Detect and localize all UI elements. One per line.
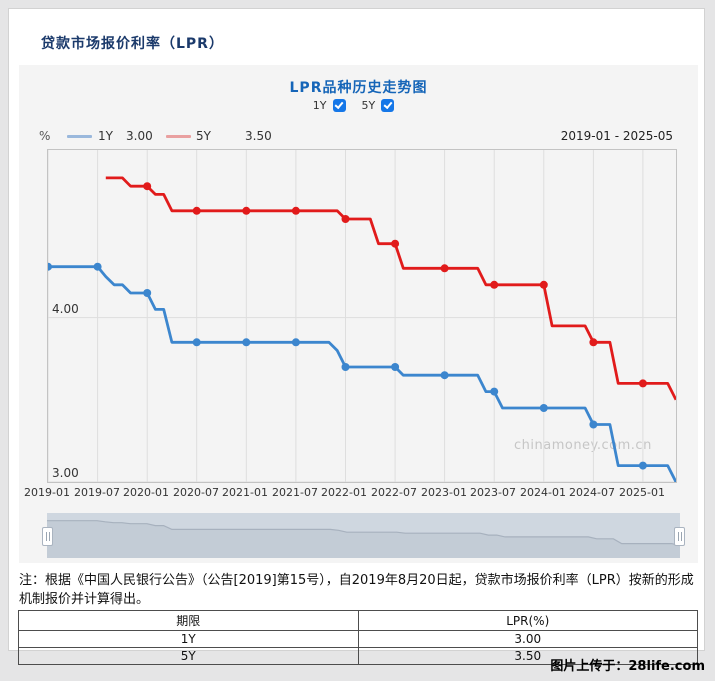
x-tick-label: 2021-07: [272, 486, 318, 499]
navigator-left-handle[interactable]: [42, 526, 53, 546]
x-tick-label: 2022-01: [321, 486, 367, 499]
legend-swatch-1y: [67, 135, 92, 138]
line-chart: [48, 150, 676, 482]
x-axis-tick-labels: 2019-01 2019-07 2020-01 2020-07 2021-01 2021-…: [19, 486, 698, 500]
legend-label-1y[interactable]: 1Y: [98, 129, 113, 143]
upload-credit: 图片上传于：28life.com: [550, 659, 705, 674]
grip-icon: [45, 531, 50, 541]
table-cell: 3.00: [357, 630, 698, 648]
table-row: 1Y 3.00: [18, 630, 698, 648]
chart-title: LPR品种历史走势图: [289, 80, 428, 96]
checkbox-1y[interactable]: [332, 99, 346, 112]
footnote: 注：根据《中国人民银行公告》（公告[2019]第15号），自2019年8月20日…: [19, 573, 694, 607]
checkbox-label-1y: 1Y: [312, 99, 327, 112]
chart-panel: LPR品种历史走势图 1Y 5Y % 1Y 3.00 5Y 3.50 2019-…: [19, 65, 698, 563]
table-cell: 3.50: [357, 647, 698, 665]
date-range-label: 2019-01 - 2025-05: [560, 129, 673, 143]
x-tick-label: 2023-07: [470, 486, 516, 499]
x-tick-label: 2024-07: [569, 486, 615, 499]
table-header-cell: LPR(%): [357, 610, 698, 631]
check-icon: [383, 99, 393, 109]
grip-icon: [677, 531, 682, 541]
lpr-table: 期限 LPR(%) 1Y 3.00 5Y 3.50: [18, 610, 698, 665]
table-header-row: 期限 LPR(%): [18, 610, 698, 631]
series-toggle-row: 1Y 5Y: [19, 98, 698, 113]
table-row: 5Y 3.50: [18, 647, 698, 665]
table-cell: 1Y: [18, 630, 359, 648]
y-tick-label: 3.00: [52, 466, 79, 480]
content-card: 贷款市场报价利率（LPR） LPR品种历史走势图 1Y 5Y % 1Y 3.00…: [8, 8, 705, 665]
legend-swatch-5y: [166, 135, 191, 138]
x-tick-label: 2025-01: [619, 486, 665, 499]
navigator-preview-area: [47, 520, 680, 558]
x-tick-label: 2019-01: [24, 486, 70, 499]
legend-label-5y[interactable]: 5Y: [196, 129, 211, 143]
x-tick-label: 2020-07: [173, 486, 219, 499]
y-tick-label: 4.00: [52, 302, 79, 316]
table-header-cell: 期限: [18, 610, 359, 631]
page-title: 贷款市场报价利率（LPR）: [41, 36, 224, 52]
x-tick-label: 2019-07: [74, 486, 120, 499]
legend-row: % 1Y 3.00 5Y 3.50 2019-01 - 2025-05: [19, 128, 698, 144]
checkbox-5y[interactable]: [381, 99, 395, 112]
table-cell: 5Y: [18, 647, 359, 665]
check-icon: [334, 99, 344, 109]
x-tick-label: 2023-01: [421, 486, 467, 499]
y-axis-unit-label: %: [39, 129, 51, 143]
x-tick-label: 2020-01: [123, 486, 169, 499]
legend-value-5y: 3.50: [245, 129, 272, 143]
range-navigator[interactable]: [42, 513, 685, 558]
plot-area[interactable]: chinamoney.com.cn 4.00 3.00: [47, 149, 677, 483]
x-tick-label: 2021-01: [222, 486, 268, 499]
checkbox-label-5y: 5Y: [361, 99, 376, 112]
x-tick-label: 2024-01: [520, 486, 566, 499]
navigator-right-handle[interactable]: [674, 526, 685, 546]
legend-value-1y: 3.00: [126, 129, 153, 143]
x-tick-label: 2022-07: [371, 486, 417, 499]
